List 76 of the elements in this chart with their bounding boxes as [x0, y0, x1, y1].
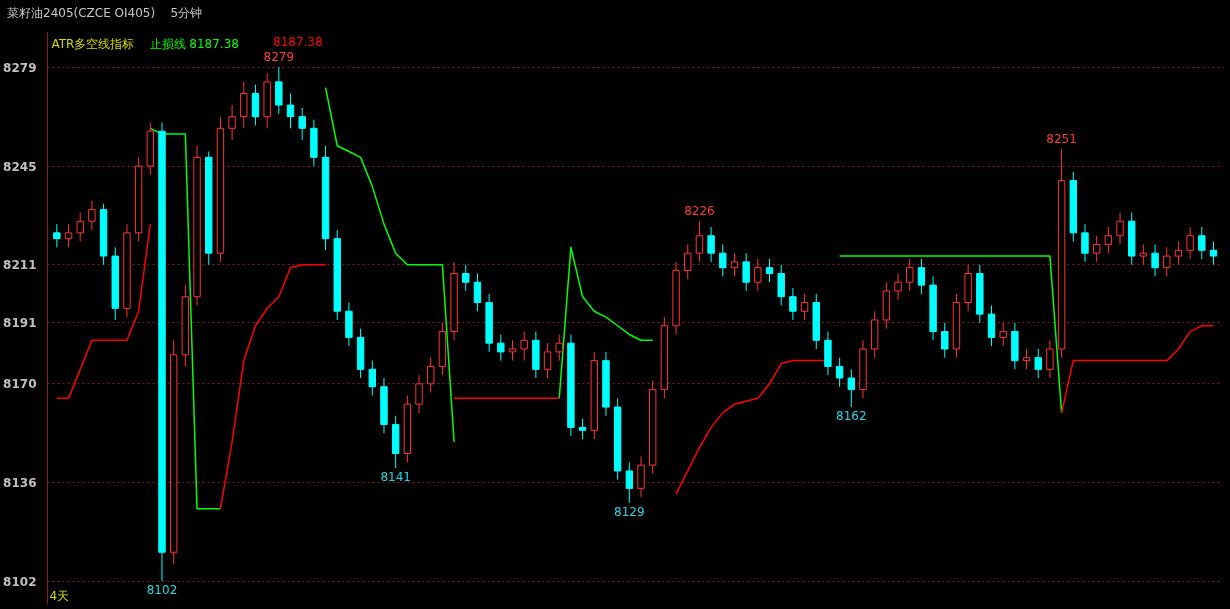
- candlestick: [777, 264, 785, 306]
- candlestick: [847, 368, 856, 408]
- y-tick-label: 8245: [3, 159, 37, 174]
- candlestick: [730, 252, 739, 277]
- chart-title: 菜籽油2405(CZCE OI405): [7, 6, 156, 20]
- annotation: 8141: [380, 470, 411, 485]
- y-tick-label: 8279: [3, 60, 37, 75]
- candlestick: [1151, 243, 1159, 277]
- candlestick: [707, 226, 715, 263]
- candlestick: [543, 342, 552, 379]
- candlestick: [286, 92, 295, 129]
- candlestick: [1198, 226, 1206, 260]
- candlestick: [987, 304, 996, 347]
- candlestick: [742, 252, 750, 292]
- candlestick: [76, 212, 84, 243]
- annotation: 8102: [146, 583, 178, 598]
- y-tick-label: 8102: [3, 574, 37, 589]
- y-tick-label: 8136: [3, 476, 37, 491]
- candlestick: [473, 272, 482, 312]
- candlestick: [240, 81, 248, 129]
- annotation: 8279: [263, 50, 295, 65]
- candlestick: [789, 287, 797, 321]
- annotation: 8251: [1046, 131, 1077, 146]
- candlestick: [1092, 235, 1101, 263]
- candlestick: [1116, 212, 1124, 245]
- candlestick: [625, 461, 634, 504]
- text: 止损线 8187.38: [149, 36, 239, 51]
- text: 8187.38: [273, 34, 323, 49]
- candlestick: [53, 223, 61, 248]
- candlestick: [754, 258, 762, 292]
- y-tick-label: 8211: [3, 258, 37, 273]
- candlestick: [368, 360, 377, 396]
- candlestick: [415, 374, 423, 414]
- annotation: 8129: [614, 504, 645, 519]
- candlestick: [251, 84, 260, 126]
- candlestick: [894, 272, 902, 301]
- candlestick: [765, 258, 774, 283]
- candlestick: [462, 264, 470, 292]
- candlestick: [228, 104, 236, 141]
- candlestick: [684, 243, 692, 280]
- legend-title: ATR多空线指标: [51, 36, 135, 51]
- candlestick: [64, 223, 73, 248]
- candlestick: [298, 107, 306, 141]
- candlestick: [999, 322, 1007, 347]
- candlestick: [508, 339, 517, 362]
- candlestick: [637, 455, 645, 498]
- candlestick: [1163, 246, 1171, 277]
- candlestick: [917, 258, 926, 295]
- candlestick: [1104, 226, 1113, 254]
- candlestick: [1209, 241, 1218, 266]
- candlestick: [1174, 241, 1183, 266]
- annotation: 8226: [684, 204, 715, 219]
- candlestick: [1186, 226, 1194, 260]
- candlestick: [800, 293, 809, 321]
- y-tick-label: 8191: [3, 316, 37, 331]
- candlestick: [1081, 223, 1089, 263]
- candlestick: [555, 333, 563, 362]
- candlestick: [719, 243, 727, 277]
- candlestick: [1046, 339, 1054, 379]
- candlestick: [578, 418, 587, 440]
- candlestick: [1022, 348, 1031, 370]
- candlestick: [275, 66, 283, 115]
- candlestick: [520, 331, 528, 362]
- candlestick: [941, 322, 949, 359]
- candlestick: [1034, 348, 1042, 379]
- y-tick-label: 8170: [3, 377, 37, 392]
- chart-subtitle: 5分钟: [170, 6, 203, 20]
- annotation: 4天: [49, 588, 70, 603]
- candlestick: [1139, 243, 1148, 266]
- candlestick: [427, 357, 435, 394]
- candlestick: [695, 220, 704, 263]
- candlestick: [88, 200, 96, 231]
- candlestick: [906, 258, 914, 292]
- candlestick: [497, 333, 505, 362]
- annotation: 8162: [836, 409, 867, 424]
- candlestick: [835, 357, 844, 388]
